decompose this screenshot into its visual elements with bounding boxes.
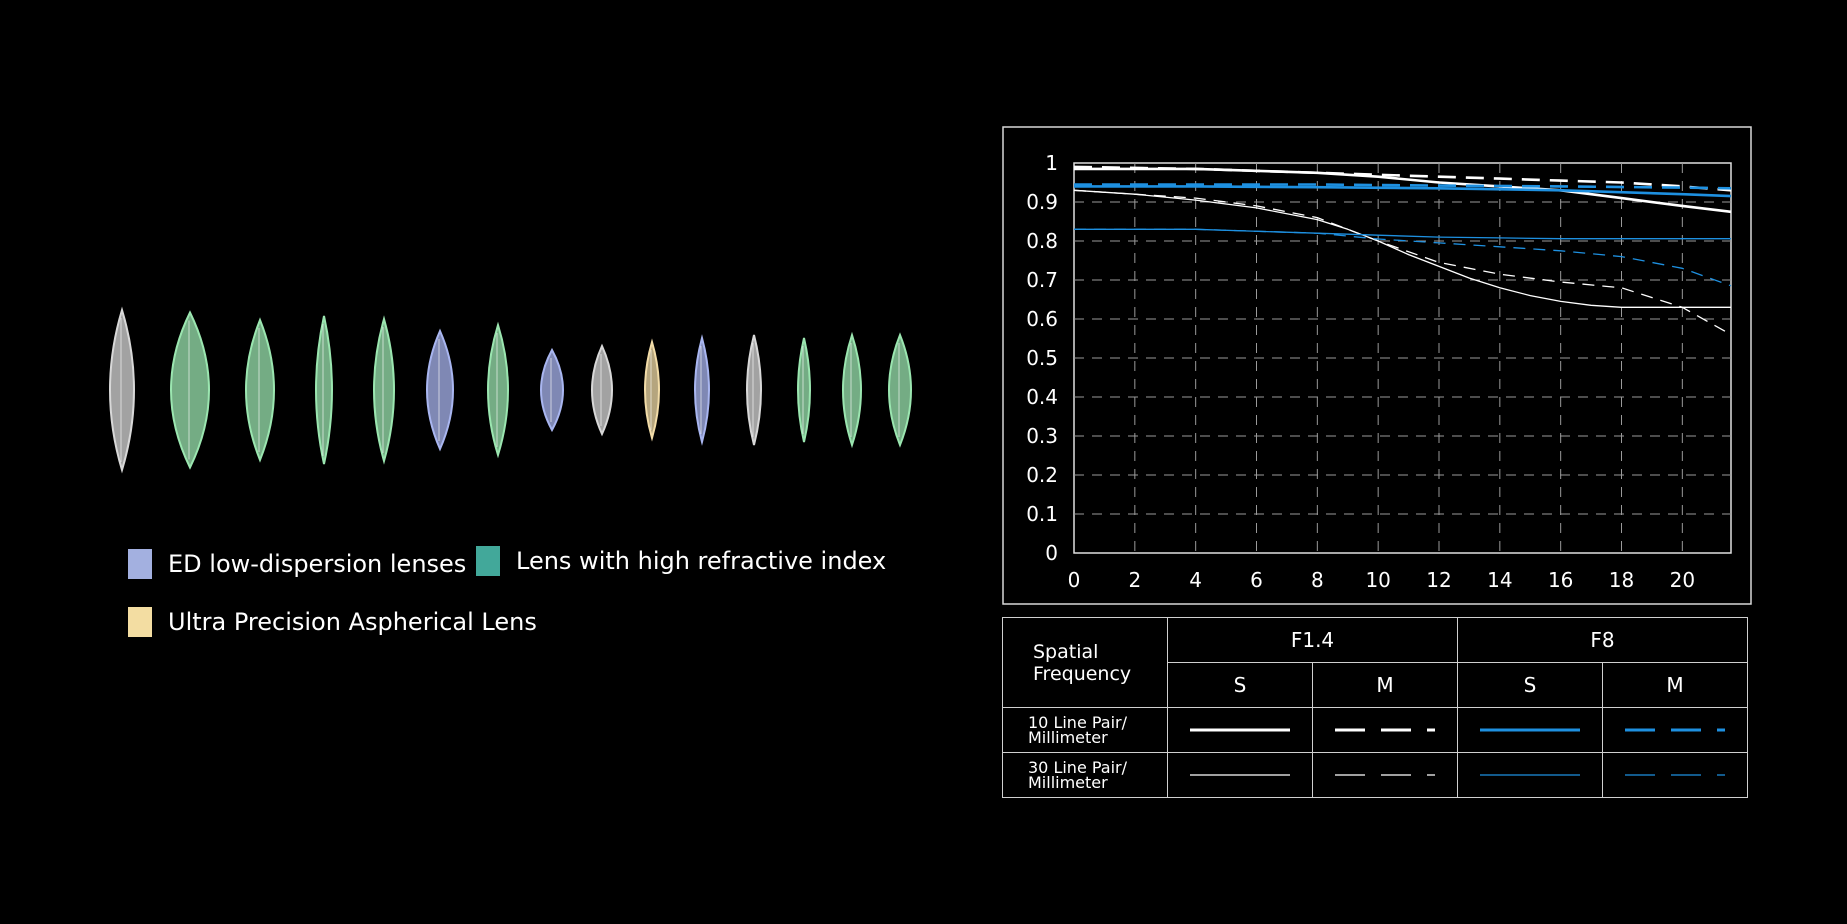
x-tick-label: 16 <box>1548 568 1573 592</box>
legend-label-ed: ED low-dispersion lenses <box>168 550 467 578</box>
orientation-header-f14-m: M <box>1312 662 1458 708</box>
lens-element-blue <box>694 334 710 446</box>
sample-f14-m-10 <box>1335 728 1435 732</box>
sample-cell <box>1167 707 1313 753</box>
y-tick-label: 1 <box>1045 151 1058 175</box>
lens-elements-diagram <box>109 306 912 474</box>
legend-label-aspherical: Ultra Precision Aspherical Lens <box>168 608 537 636</box>
lens-element-blue <box>426 328 454 452</box>
series-line-F14-M-30 <box>1073 189 1732 336</box>
orientation-header-f8-m: M <box>1602 662 1748 708</box>
series-line-F14-S-30 <box>1073 189 1731 308</box>
orientation-header-f14-s: S <box>1167 662 1313 708</box>
series-line-F14-S-10 <box>1074 167 1732 214</box>
aperture-header-f14: F1.4 <box>1167 617 1458 663</box>
lens-element-clear <box>109 306 135 474</box>
lens-element-clear <box>746 334 762 446</box>
legend-swatch-aspherical <box>128 607 152 637</box>
lens-element-green <box>888 332 912 448</box>
legend-label-high-refractive: Lens with high refractive index <box>516 547 887 575</box>
x-tick-label: 2 <box>1128 568 1141 592</box>
corner-label-cell: Spatial Frequency <box>1002 617 1168 708</box>
y-tick-label: 0.1 <box>1026 502 1058 526</box>
y-tick-label: 0.6 <box>1026 307 1058 331</box>
sample-f14-s-10 <box>1190 728 1290 732</box>
sample-f8-s-10 <box>1480 728 1580 732</box>
x-tick-label: 8 <box>1311 568 1324 592</box>
row-label-30lp: 30 Line Pair/ Millimeter <box>1002 752 1168 798</box>
table-row: 10 Line Pair/ Millimeter <box>1002 707 1748 753</box>
legend-swatch-high-refractive <box>476 546 500 576</box>
mtf-legend-table: Spatial Frequency F1.4 F8 S M S M 10 Lin… <box>1002 617 1748 798</box>
chart-frame <box>1002 126 1752 605</box>
sample-f14-m-30 <box>1335 774 1435 776</box>
series-line-F8-S-30 <box>1074 228 1731 240</box>
lens-element-green <box>842 331 862 449</box>
y-tick-label: 0.9 <box>1026 190 1058 214</box>
series-line-F8-S-10 <box>1074 185 1732 198</box>
series-line-F8-M-30 <box>1074 228 1732 287</box>
sample-cell <box>1312 707 1458 753</box>
sample-f14-s-30 <box>1190 774 1290 776</box>
lens-element-green <box>245 317 275 463</box>
row-label-10lp-line2: Millimeter <box>1028 728 1108 747</box>
x-tick-label: 18 <box>1609 568 1634 592</box>
y-tick-label: 0.2 <box>1026 463 1058 487</box>
row-label-30lp-line2: Millimeter <box>1028 773 1108 792</box>
sample-cell <box>1602 752 1748 798</box>
x-tick-label: 12 <box>1426 568 1451 592</box>
lens-element-green <box>487 321 509 459</box>
y-tick-label: 0.4 <box>1026 385 1058 409</box>
sample-cell <box>1602 707 1748 753</box>
row-label-10lp: 10 Line Pair/ Millimeter <box>1002 707 1168 753</box>
y-tick-label: 0.7 <box>1026 268 1058 292</box>
row-label-30lp-line1: 30 Line Pair/ <box>1028 758 1128 777</box>
aperture-header-f8: F8 <box>1457 617 1748 663</box>
x-tick-label: 20 <box>1670 568 1695 592</box>
y-tick-label: 0.8 <box>1026 229 1058 253</box>
sample-cell <box>1312 752 1458 798</box>
lens-element-green <box>315 315 333 465</box>
lens-element-green <box>797 337 811 443</box>
table-row: 30 Line Pair/ Millimeter <box>1002 752 1748 798</box>
y-tick-label: 0.5 <box>1026 346 1058 370</box>
lens-element-green <box>373 315 395 465</box>
x-tick-label: 14 <box>1487 568 1512 592</box>
lens-element-yellow <box>644 338 660 442</box>
legend-item-aspherical: Ultra Precision Aspherical Lens <box>128 607 537 637</box>
series-line-F14-M-10 <box>1073 165 1732 192</box>
x-tick-label: 4 <box>1189 568 1202 592</box>
x-tick-label: 6 <box>1250 568 1263 592</box>
sample-cell <box>1457 707 1603 753</box>
legend-item-high-refractive: Lens with high refractive index <box>476 546 886 576</box>
row-label-10lp-line1: 10 Line Pair/ <box>1028 713 1128 732</box>
x-tick-label: 10 <box>1365 568 1390 592</box>
y-tick-label: 0 <box>1045 541 1058 565</box>
corner-label: Spatial Frequency <box>1033 640 1132 685</box>
sample-cell <box>1167 752 1313 798</box>
orientation-header-f8-s: S <box>1457 662 1603 708</box>
sample-f8-m-10 <box>1625 728 1725 732</box>
sample-f8-s-30 <box>1480 774 1580 776</box>
y-tick-label: 0.3 <box>1026 424 1058 448</box>
sample-f8-m-30 <box>1625 774 1725 776</box>
mtf-chart: 00.10.20.30.40.50.60.70.80.910 2 4 6 8 10 12 14… <box>1002 126 1752 605</box>
lens-element-clear <box>591 343 613 437</box>
lens-element-green <box>170 310 210 470</box>
legend-item-ed: ED low-dispersion lenses <box>128 549 466 579</box>
legend-swatch-ed <box>128 549 152 579</box>
sample-cell <box>1457 752 1603 798</box>
x-tick-label: 0 <box>1068 568 1081 592</box>
lens-element-blue <box>540 347 564 433</box>
series-line-F8-M-10 <box>1074 183 1732 190</box>
